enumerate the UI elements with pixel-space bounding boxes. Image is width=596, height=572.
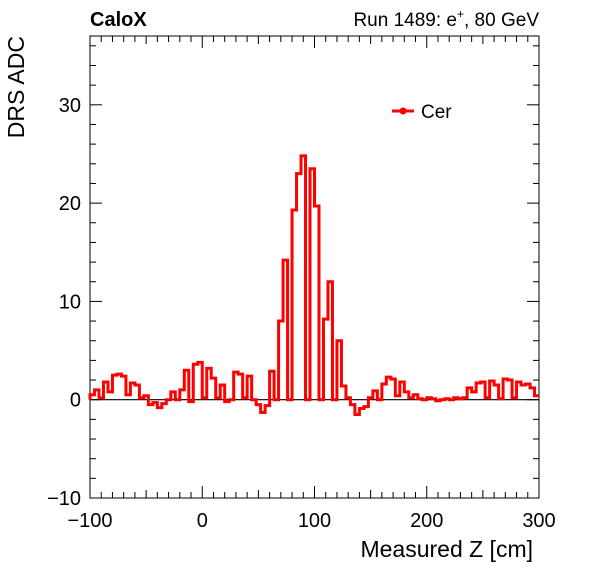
x-axis-label: Measured Z [cm] — [360, 536, 533, 562]
plot-frame — [89, 35, 540, 499]
y-tick-label: 10 — [59, 291, 81, 313]
x-tick-label: 0 — [197, 510, 208, 532]
x-tick-label: 200 — [410, 510, 443, 532]
x-tick-label: −100 — [67, 510, 112, 532]
legend: Cer — [392, 102, 452, 123]
y-axis-label: DRS ADC — [3, 36, 29, 138]
run-label-suffix: , 80 GeV — [464, 10, 539, 31]
run-label-sup: + — [457, 7, 464, 21]
run-label-main: Run 1489: e — [353, 10, 457, 31]
y-tick-label: 0 — [70, 390, 81, 412]
series-line-cer — [88, 154, 539, 416]
legend-label: Cer — [421, 102, 452, 123]
y-tick-label: −10 — [47, 488, 81, 510]
y-tick-label: 30 — [59, 95, 81, 117]
legend-marker — [399, 107, 407, 115]
series-layer — [88, 154, 539, 416]
x-tick-label: 100 — [298, 510, 331, 532]
experiment-label: CaloX — [90, 9, 147, 31]
axes — [89, 35, 540, 499]
run-label: Run 1489: e+, 80 GeV — [353, 7, 539, 31]
y-tick-label: 20 — [59, 193, 81, 215]
x-tick-label: 300 — [522, 510, 555, 532]
